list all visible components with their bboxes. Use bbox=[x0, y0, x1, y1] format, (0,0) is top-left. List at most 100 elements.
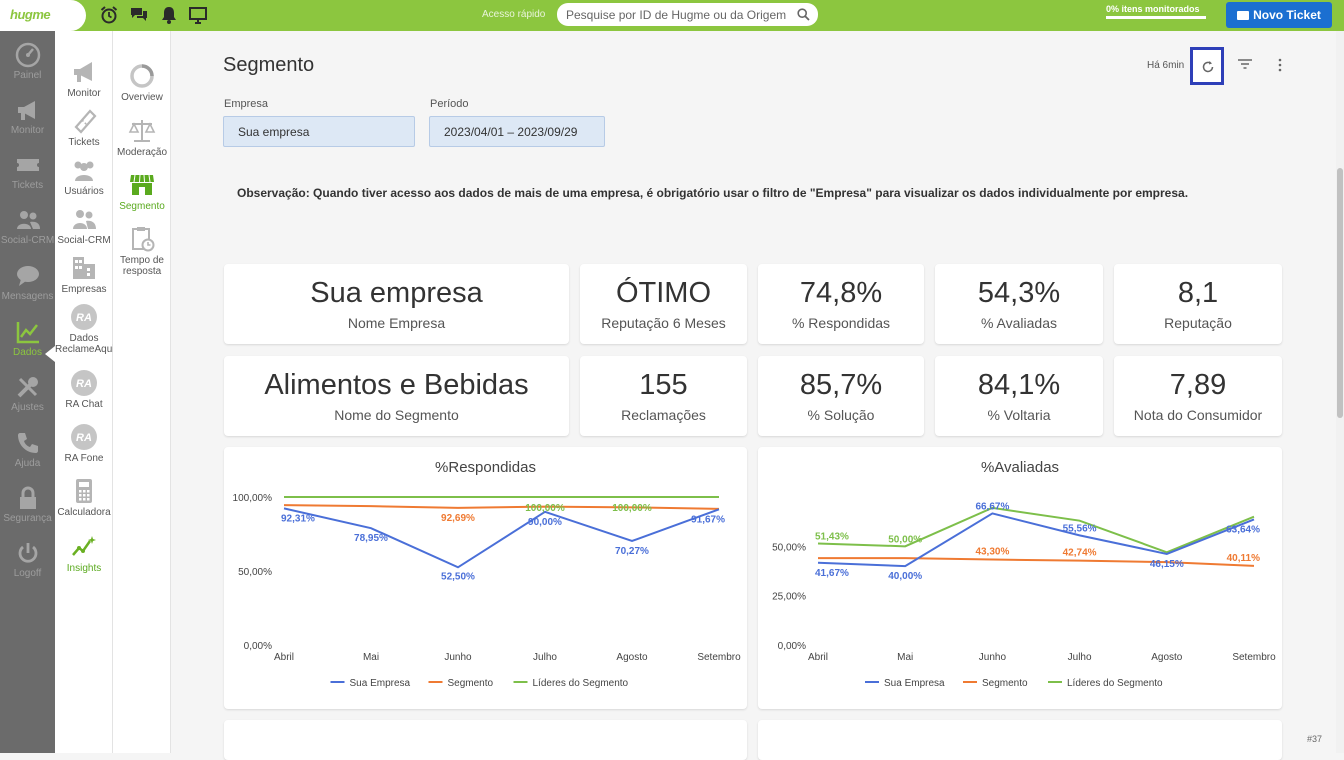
submenu-item-moderacao[interactable]: Moderação bbox=[113, 117, 171, 158]
y-tick-label: 50,00% bbox=[772, 542, 806, 553]
quick-access-label: Acesso rápido bbox=[482, 9, 546, 20]
nav-item-dados[interactable]: Dados bbox=[0, 311, 55, 365]
nav-item-mensagens[interactable]: Mensagens bbox=[0, 255, 55, 309]
store-icon bbox=[130, 174, 154, 195]
nav-item-seguranca[interactable]: Segurança bbox=[0, 477, 55, 531]
ticket-icon bbox=[16, 159, 39, 171]
refresh-button[interactable] bbox=[1190, 47, 1224, 85]
legend-label: Líderes do Segmento bbox=[533, 678, 629, 689]
x-tick-label: Abril bbox=[274, 652, 294, 663]
period-filter[interactable]: 2023/04/01 – 2023/09/29 bbox=[429, 116, 605, 147]
logo[interactable]: hugme bbox=[0, 0, 86, 31]
more-vertical-icon[interactable] bbox=[1276, 57, 1284, 73]
y-tick-label: 25,00% bbox=[772, 592, 806, 603]
legend-label: Sua Empresa bbox=[350, 678, 411, 689]
new-ticket-label: Novo Ticket bbox=[1253, 8, 1321, 22]
ring-icon bbox=[130, 64, 154, 88]
x-tick-label: Mai bbox=[897, 652, 913, 663]
users-icon bbox=[73, 210, 96, 229]
alarm-icon[interactable] bbox=[99, 5, 119, 25]
kpi-card-reputation-6m: ÓTIMO Reputação 6 Meses bbox=[580, 264, 747, 344]
submenu-item-usuarios[interactable]: Usuários bbox=[55, 156, 113, 197]
scrollbar-thumb[interactable] bbox=[1337, 168, 1343, 418]
nav-item-monitor[interactable]: Monitor bbox=[0, 89, 55, 143]
x-tick-label: Junho bbox=[444, 652, 472, 663]
data-label: 42,74% bbox=[1063, 548, 1097, 559]
line-chart-icon bbox=[16, 322, 39, 344]
data-label: 90,00% bbox=[528, 517, 562, 528]
legend-label: Líderes do Segmento bbox=[1067, 678, 1163, 689]
tools-icon bbox=[17, 377, 38, 398]
ticket-icon bbox=[74, 109, 97, 134]
submenu-item-ra-fone[interactable]: RA RA Fone bbox=[55, 423, 113, 464]
company-filter[interactable]: Sua empresa bbox=[223, 116, 415, 147]
x-tick-label: Julho bbox=[1068, 652, 1092, 663]
x-tick-label: Setembro bbox=[697, 652, 741, 663]
nav-item-ajuda[interactable]: Ajuda bbox=[0, 422, 55, 476]
submenu-item-tempo-de-resposta[interactable]: Tempo de resposta bbox=[113, 225, 171, 277]
svg-text:RA: RA bbox=[76, 378, 92, 390]
last-updated: Há 6min bbox=[1147, 60, 1185, 71]
nav-item-tickets[interactable]: Tickets bbox=[0, 144, 55, 198]
search-box bbox=[557, 3, 818, 26]
x-tick-label: Abril bbox=[808, 652, 828, 663]
lock-icon bbox=[19, 486, 36, 509]
nav-item-social-crm[interactable]: Social-CRM bbox=[0, 199, 55, 253]
kpi-card-consumer-score: 7,89 Nota do Consumidor bbox=[1114, 356, 1282, 436]
chart-card-partial bbox=[758, 720, 1282, 760]
chart-card-partial bbox=[224, 720, 747, 760]
ticket-icon bbox=[1237, 11, 1250, 20]
monitor-icon[interactable] bbox=[188, 5, 208, 25]
data-label: 40,00% bbox=[888, 571, 922, 582]
submenu-item-monitor[interactable]: Monitor bbox=[55, 58, 113, 99]
megaphone-icon bbox=[74, 62, 92, 82]
clipboard-clock-icon bbox=[132, 227, 155, 252]
submenu-item-insights[interactable]: Insights bbox=[55, 533, 113, 574]
scrollbar[interactable] bbox=[1336, 31, 1344, 753]
nav-item-painel[interactable]: Painel bbox=[0, 34, 55, 88]
data-label: 100,00% bbox=[525, 503, 565, 514]
bell-icon[interactable] bbox=[159, 5, 179, 25]
data-label: 92,31% bbox=[281, 513, 315, 524]
sparkle-icon bbox=[72, 536, 96, 556]
chat-icon[interactable] bbox=[129, 5, 149, 25]
submenu-item-social-crm[interactable]: Social-CRM bbox=[55, 205, 113, 246]
kpi-card-segment-name: Alimentos e Bebidas Nome do Segmento bbox=[224, 356, 569, 436]
submenu-item-empresas[interactable]: Empresas bbox=[55, 254, 113, 295]
building-icon bbox=[73, 257, 95, 279]
data-label: 78,95% bbox=[354, 533, 388, 544]
ra-icon: RA bbox=[71, 370, 97, 396]
search-input[interactable] bbox=[566, 6, 791, 23]
legend-label: Sua Empresa bbox=[884, 678, 945, 689]
kpi-card-complaints: 155 Reclamações bbox=[580, 356, 747, 436]
chart-respondidas: %Respondidas 0,00% 50,00% 100,00% Abril Mai J… bbox=[224, 447, 747, 709]
data-label: 91,67% bbox=[691, 514, 725, 525]
scale-icon bbox=[128, 120, 156, 142]
monitor-progress-bar bbox=[1106, 16, 1206, 19]
legend-label: Segmento bbox=[448, 678, 494, 689]
chart-avaliadas: %Avaliadas 0,00% 25,00% 50,00% Abril Mai Junh… bbox=[758, 447, 1282, 709]
ra-icon: RA bbox=[71, 424, 97, 450]
filter-icon[interactable] bbox=[1236, 57, 1254, 71]
nav-item-ajustes[interactable]: Ajustes bbox=[0, 366, 55, 420]
submenu-item-tickets[interactable]: Tickets bbox=[55, 107, 113, 148]
submenu-item-ra-chat[interactable]: RA RA Chat bbox=[55, 369, 113, 410]
submenu-item-calculadora[interactable]: Calculadora bbox=[55, 477, 113, 518]
kpi-card-would-return: 84,1%% Voltaria bbox=[935, 356, 1103, 436]
data-label: 63,64% bbox=[1226, 524, 1260, 535]
submenu-item-segmento[interactable]: Segmento bbox=[113, 171, 171, 212]
x-tick-label: Junho bbox=[979, 652, 1007, 663]
version-label: #37 bbox=[1307, 734, 1323, 744]
submenu-item-dados-reclameaqui[interactable]: RA Dados ReclameAqui bbox=[55, 303, 114, 355]
submenu-item-overview[interactable]: Overview bbox=[113, 62, 171, 103]
search-icon[interactable] bbox=[797, 8, 810, 21]
x-tick-label: Agosto bbox=[616, 652, 648, 663]
y-tick-label: 0,00% bbox=[778, 641, 806, 652]
new-ticket-button[interactable]: Novo Ticket bbox=[1226, 2, 1332, 28]
x-tick-label: Agosto bbox=[1151, 652, 1183, 663]
monitor-status: 0% itens monitorados bbox=[1106, 4, 1200, 14]
megaphone-icon bbox=[17, 101, 35, 120]
series-line-sua-empresa bbox=[817, 512, 1255, 568]
kpi-card-company-name: Sua empresa Nome Empresa bbox=[224, 264, 569, 344]
nav-item-logoff[interactable]: Logoff bbox=[0, 532, 55, 586]
